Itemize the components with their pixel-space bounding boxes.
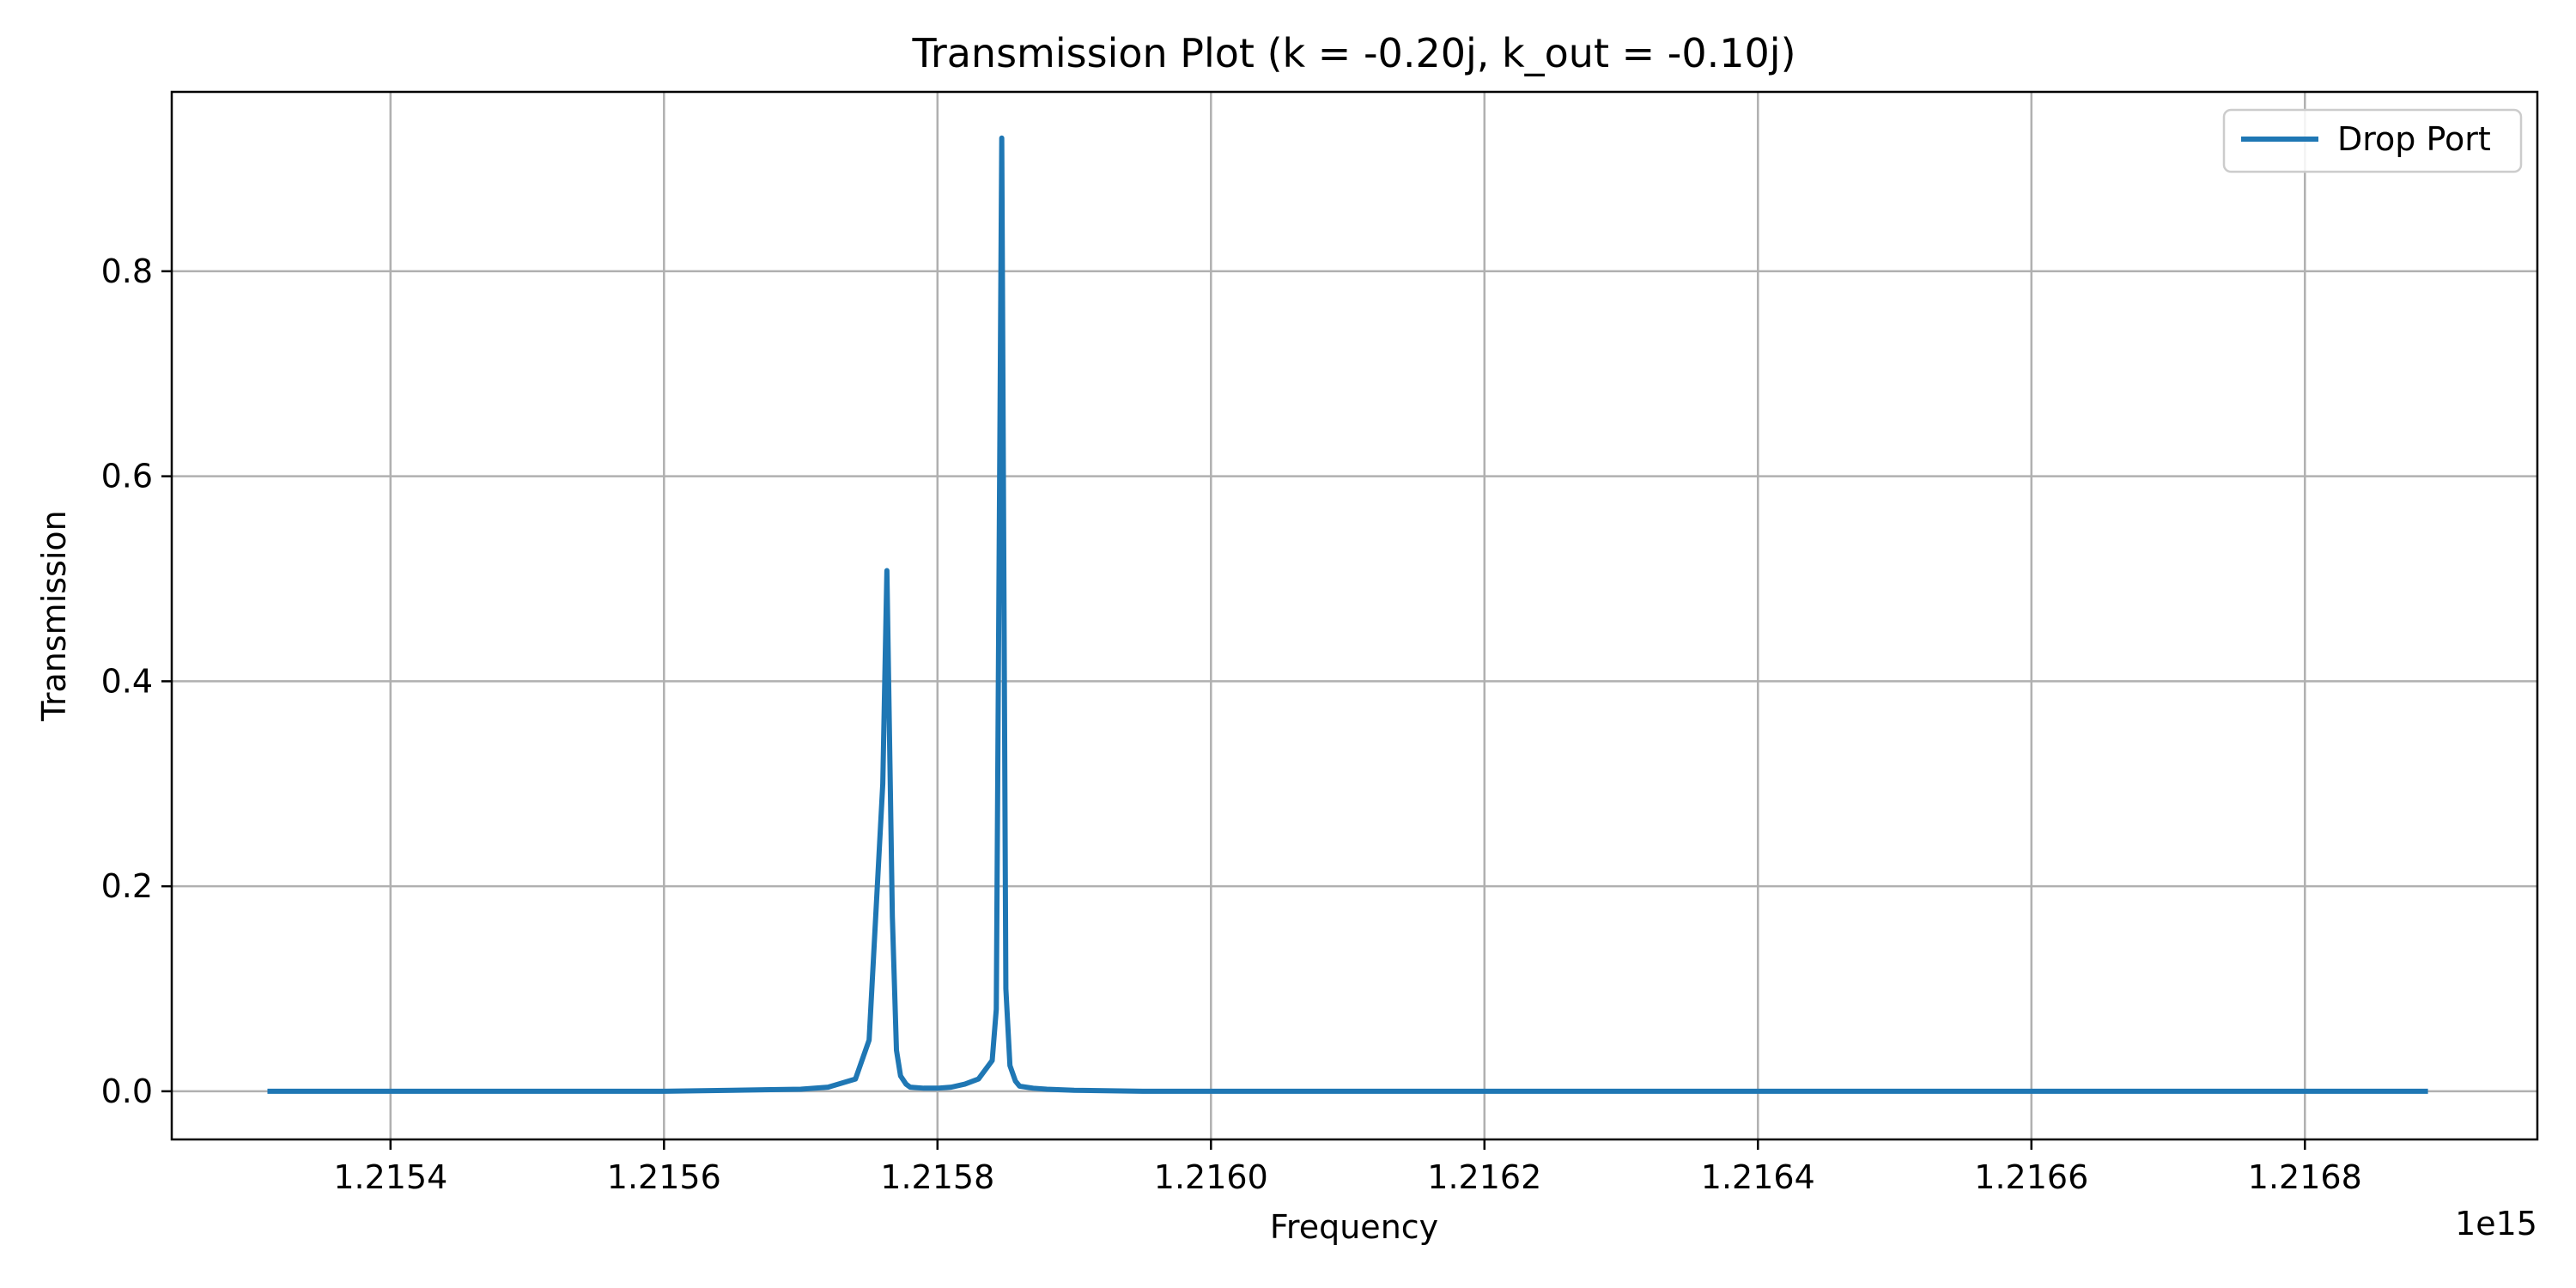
y-tick-label: 0.6	[101, 458, 153, 495]
x-tick-label: 1.2162	[1427, 1158, 1541, 1196]
plot-frame	[170, 90, 2539, 1141]
x-axis-offset-label: 1e15	[2455, 1205, 2537, 1242]
series-group	[267, 135, 2428, 1094]
x-tick-label: 1.2160	[1154, 1158, 1268, 1196]
legend: Drop Port	[2222, 108, 2523, 173]
x-tick-label: 1.2166	[1974, 1158, 2088, 1196]
x-axis: 1.2154 1.2156 1.2158 1.2160 1.2162 1.2164 1.21…	[333, 1139, 2362, 1196]
x-tick-label: 1.2154	[333, 1158, 447, 1196]
legend-box	[2222, 108, 2523, 173]
y-tick-label: 0.0	[101, 1072, 153, 1110]
y-tick-label: 0.4	[101, 662, 153, 700]
x-tick-label: 1.2164	[1701, 1158, 1815, 1196]
x-tick-label: 1.2158	[880, 1158, 994, 1196]
chart-title: Transmission Plot (k = -0.20j, k_out = -…	[911, 30, 1795, 76]
x-tick-label: 1.2168	[2248, 1158, 2362, 1196]
y-tick-label: 0.2	[101, 867, 153, 905]
x-tick-label: 1.2156	[607, 1158, 721, 1196]
y-axis: 0.0 0.2 0.4 0.6 0.8	[101, 252, 172, 1110]
series-line-drop-port	[267, 135, 2428, 1094]
legend-label: Drop Port	[2337, 120, 2491, 158]
y-axis-label: Transmission	[35, 510, 73, 721]
x-axis-label: Frequency	[1270, 1208, 1438, 1246]
y-tick-label: 0.8	[101, 252, 153, 290]
